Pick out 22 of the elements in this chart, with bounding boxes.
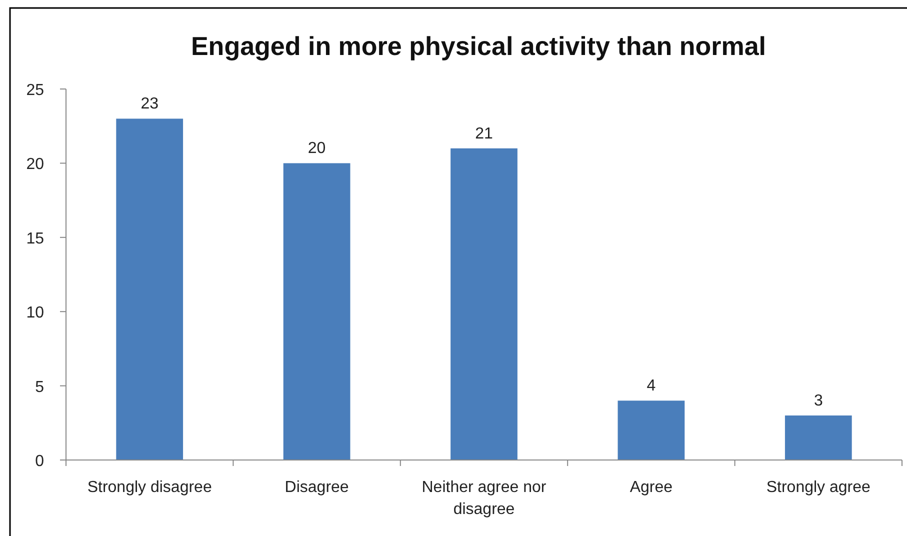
- y-tick-label: 10: [26, 304, 44, 322]
- chart-title: Engaged in more physical activity than normal: [190, 31, 766, 61]
- x-tick-label: Agree: [630, 479, 673, 496]
- x-tick-label: Strongly agree: [766, 479, 871, 496]
- y-tick-label: 0: [35, 453, 44, 470]
- y-tick-label: 15: [26, 230, 44, 248]
- data-label: 20: [308, 140, 326, 158]
- x-tick-label: Neither agree nor disagree: [422, 479, 547, 518]
- data-label: 23: [140, 96, 159, 113]
- data-label: 21: [475, 125, 493, 142]
- data-label: 3: [814, 392, 823, 410]
- x-tick-label: Disagree: [284, 479, 349, 496]
- bar: [618, 400, 685, 460]
- bar: [116, 118, 184, 460]
- bar: [450, 148, 518, 460]
- x-tick-label: Strongly disagree: [87, 479, 212, 496]
- bar: [283, 163, 350, 460]
- y-tick-label: 5: [35, 378, 44, 396]
- y-tick-label: 20: [26, 156, 44, 174]
- data-label: 4: [646, 378, 656, 395]
- y-tick-label: 25: [26, 82, 44, 99]
- bar: [784, 415, 852, 460]
